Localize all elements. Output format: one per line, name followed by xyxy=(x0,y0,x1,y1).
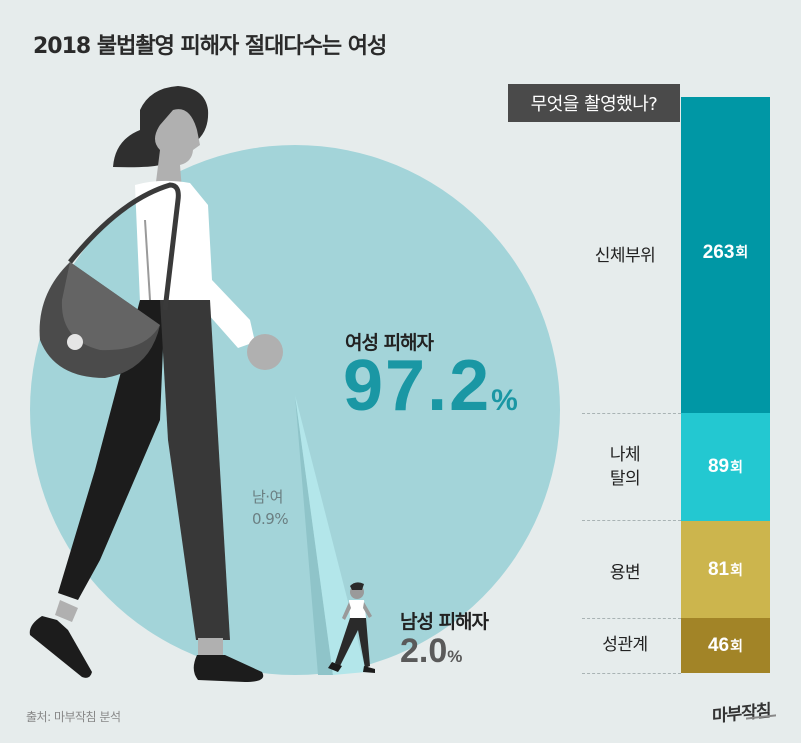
bar-value: 46 xyxy=(707,634,730,656)
men-victims-label: 남성 피해자 xyxy=(400,611,489,633)
man-figure-icon xyxy=(328,582,375,673)
bar-segment-toilet: 81 회 xyxy=(681,521,770,618)
bar-unit: 회 xyxy=(730,561,744,578)
bar-panel-title: 무엇을 촬영했나? xyxy=(508,84,680,122)
bar-value: 81 xyxy=(707,558,730,580)
women-victims-percent: 97.2% xyxy=(343,350,518,437)
bar-value: 263 xyxy=(702,242,735,263)
men-victims-unit: % xyxy=(447,647,463,666)
both-victims-value: 0.9% xyxy=(252,510,289,528)
category-label-toilet: 용변 xyxy=(609,563,641,583)
both-victims-label: 남·여 0.9% xyxy=(252,486,289,530)
bar-segment-body-parts: 263 회 xyxy=(681,97,770,413)
women-victims-unit: % xyxy=(491,384,518,417)
woman-figure-icon xyxy=(29,86,283,682)
chart-title: 2018 불법촬영 피해자 절대다수는 여성 xyxy=(33,34,387,59)
divider xyxy=(582,520,681,521)
divider xyxy=(582,618,681,619)
bar-unit: 회 xyxy=(730,459,744,475)
bar-segment-nudity: 89 회 xyxy=(681,413,770,521)
men-victims-percent: 2.0% xyxy=(400,633,462,675)
divider xyxy=(582,673,681,674)
category-label-line: 나체 xyxy=(609,445,641,465)
men-victims-value: 2.0 xyxy=(400,632,448,670)
bar-unit: 회 xyxy=(730,637,744,654)
divider xyxy=(582,413,681,414)
both-victims-title: 남·여 xyxy=(252,488,283,506)
bar-segment-sex: 46 회 xyxy=(681,618,770,673)
category-label-nudity: 나체 탈의 xyxy=(580,443,670,491)
category-label-line: 탈의 xyxy=(609,469,641,489)
women-victims-value: 97.2 xyxy=(343,346,492,426)
category-label-body-parts: 신체부위 xyxy=(594,246,656,266)
bar-value: 89 xyxy=(707,456,730,477)
women-victims-label: 여성 피해자 xyxy=(345,332,434,354)
bar-unit: 회 xyxy=(735,244,749,260)
source-note: 출처: 마부작침 분석 xyxy=(26,710,121,724)
category-label-sex: 성관계 xyxy=(602,635,648,655)
